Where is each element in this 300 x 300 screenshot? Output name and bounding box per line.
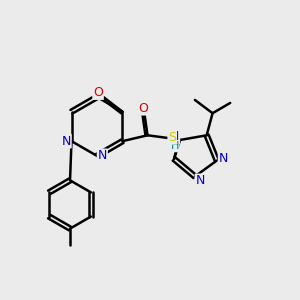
Text: N: N <box>61 135 71 148</box>
Text: N: N <box>219 152 228 165</box>
Text: O: O <box>138 102 148 115</box>
Text: S: S <box>168 131 176 144</box>
Text: N: N <box>98 149 107 162</box>
Text: O: O <box>93 86 103 99</box>
Text: N: N <box>196 174 205 188</box>
Text: N: N <box>170 130 179 143</box>
Text: H: H <box>170 142 179 152</box>
